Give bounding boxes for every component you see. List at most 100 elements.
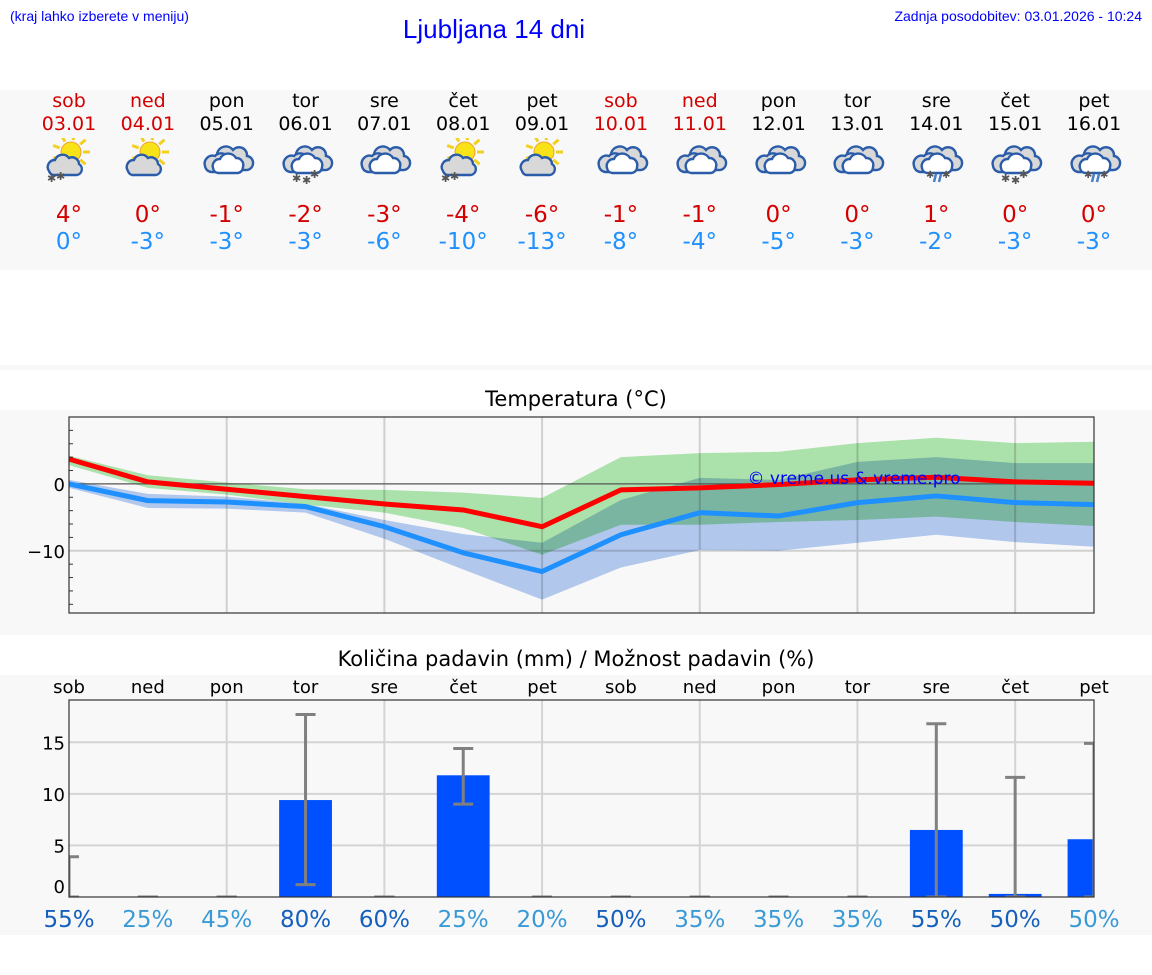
- day-date: 06.01: [278, 113, 333, 135]
- precipitation-probability: 50%: [1068, 907, 1119, 933]
- max-temperature: -4°: [446, 202, 481, 228]
- max-temperature-line: [68, 456, 1095, 530]
- cloud-icon: [829, 138, 885, 188]
- day-forecast: pon 12.01 0° -5°: [739, 90, 819, 255]
- bars: [69, 712, 1094, 897]
- copyright-watermark: © vreme.us & vreme.pro: [747, 469, 960, 489]
- min-temperature-range-band: [69, 457, 1094, 600]
- min-temperature-line: [68, 481, 1095, 575]
- x-tick-label: čet: [449, 677, 477, 698]
- precipitation-probability: 20%: [517, 907, 568, 933]
- min-temperature: -4°: [682, 229, 717, 255]
- min-temperature: -3°: [130, 229, 166, 255]
- x-tick-label: pon: [210, 677, 244, 698]
- day-name: tor: [292, 90, 319, 112]
- page-title: Ljubljana 14 dni: [402, 14, 586, 44]
- x-tick-label: čet: [1001, 677, 1029, 698]
- precipitation-probability: 35%: [674, 907, 725, 933]
- svg-text:✱: ✱: [302, 174, 311, 184]
- day-name: čet: [448, 90, 479, 112]
- day-forecast: tor 13.01 0° -3°: [817, 90, 897, 255]
- day-forecast: sre 14.01 ✱ ✱ 1° -2°: [896, 90, 976, 255]
- day-date: 15.01: [987, 113, 1043, 135]
- svg-text:✱: ✱: [926, 170, 934, 181]
- cloud-sleet-icon: ✱ ✱: [1066, 138, 1122, 188]
- day-forecast: pet 09.01 -6° -13°: [502, 90, 582, 255]
- daily-forecast-strip: sob 03.01 ✱ ✱ 4° 0° ned 04.01 0° -3° pon 05…: [0, 90, 1152, 270]
- day-name: ned: [129, 90, 166, 112]
- plot-border: [68, 416, 1095, 614]
- day-name: pet: [526, 90, 558, 112]
- max-temperature: -6°: [524, 202, 560, 228]
- x-tick-label: sre: [923, 677, 950, 698]
- day-date: 08.01: [436, 113, 491, 135]
- sun-cloud-snow-icon: ✱ ✱: [41, 133, 97, 188]
- svg-text:✱: ✱: [441, 172, 450, 184]
- x-tick-label: tor: [845, 677, 871, 698]
- precipitation-probability: 50%: [990, 907, 1041, 933]
- x-tick-label: sob: [605, 677, 637, 698]
- day-name: čet: [1000, 90, 1030, 112]
- divider: [0, 365, 1152, 370]
- temperature-chart-title: Temperatura (°C): [485, 387, 667, 411]
- min-temperature: -3°: [997, 229, 1033, 255]
- max-temperature: -3°: [367, 202, 402, 228]
- precipitation-probability: 35%: [832, 907, 883, 933]
- x-tick-label: sre: [371, 677, 398, 698]
- svg-text:✱: ✱: [292, 172, 301, 184]
- svg-text:✱: ✱: [1001, 172, 1010, 184]
- cloud-icon: [356, 138, 412, 188]
- precipitation-chart-title: Količina padavin (mm) / Možnost padavin …: [337, 647, 815, 671]
- svg-text:✱: ✱: [56, 170, 65, 183]
- x-tick-label: pet: [1079, 677, 1109, 698]
- precipitation-probability: 35%: [753, 907, 804, 933]
- day-date: 11.01: [672, 113, 727, 135]
- day-forecast: sob 03.01 ✱ ✱ 4° 0°: [29, 90, 109, 255]
- cloud-sleet-icon: ✱ ✱: [908, 138, 964, 188]
- day-forecast: sob 10.01 -1° -8°: [581, 90, 661, 255]
- cloud-snow-icon: ✱ ✱ ✱: [278, 138, 334, 188]
- day-date: 03.01: [41, 113, 97, 135]
- day-name: sob: [52, 90, 86, 112]
- day-date: 09.01: [514, 113, 570, 135]
- max-temperature: 0°: [1002, 202, 1029, 228]
- x-tick-label: tor: [293, 677, 319, 698]
- y-tick-label: 10: [42, 785, 65, 806]
- day-name: ned: [681, 90, 718, 112]
- min-temperature: 0°: [55, 229, 83, 255]
- precipitation-probability: 80%: [280, 907, 331, 933]
- svg-text:✱: ✱: [1084, 170, 1092, 181]
- y-tick-label: 15: [42, 733, 65, 754]
- precipitation-probability: 55%: [911, 907, 962, 933]
- day-forecast: čet 08.01 ✱ ✱ -4° -10°: [423, 90, 503, 255]
- precipitation-probability: 45%: [201, 907, 252, 933]
- day-forecast: ned 04.01 0° -3°: [108, 90, 188, 255]
- x-tick-label: pon: [762, 677, 796, 698]
- cloud-icon: [199, 138, 255, 188]
- x-tick-label: ned: [683, 677, 717, 698]
- day-forecast: ned 11.01 -1° -4°: [660, 90, 740, 255]
- day-forecast: čet 15.01 ✱ ✱ ✱ 0° -3°: [975, 90, 1055, 255]
- precipitation-probability: 25%: [122, 907, 173, 933]
- day-date: 10.01: [593, 113, 649, 135]
- y-tick-label: −10: [27, 542, 65, 563]
- x-tick-label: pet: [527, 677, 557, 698]
- y-tick-label: 5: [54, 836, 65, 857]
- day-name: tor: [844, 90, 871, 112]
- day-date: 05.01: [199, 113, 254, 135]
- svg-text:✱: ✱: [1019, 168, 1028, 181]
- min-temperature: -10°: [438, 229, 488, 255]
- svg-text:✱: ✱: [1100, 170, 1108, 181]
- y-tick-label: 0: [54, 475, 65, 496]
- min-temperature: -5°: [761, 229, 796, 255]
- day-forecast: sre 07.01 -3° -6°: [344, 90, 424, 255]
- day-date: 13.01: [830, 113, 885, 135]
- day-forecast: tor 06.01 ✱ ✱ ✱ -2° -3°: [266, 90, 346, 255]
- day-date: 04.01: [120, 113, 176, 135]
- day-date: 16.01: [1066, 113, 1122, 135]
- svg-text:✱: ✱: [47, 172, 56, 184]
- max-temperature: -2°: [288, 202, 323, 228]
- x-tick-label: ned: [131, 677, 165, 698]
